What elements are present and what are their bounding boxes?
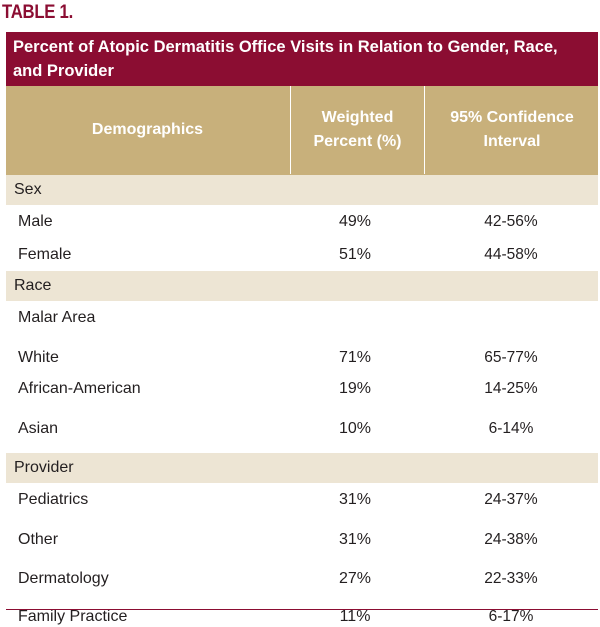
row-confidence-interval: 6-17% [488, 608, 534, 625]
table-title: Percent of Atopic Dermatitis Office Visi… [6, 32, 598, 86]
row-weighted-percent: 10% [338, 420, 372, 437]
row-weighted-percent: 31% [338, 491, 372, 508]
row-weighted-percent: 11% [339, 608, 371, 625]
column-header-demographics: Demographics [91, 121, 204, 138]
row-confidence-interval: 6-14% [488, 420, 534, 437]
row-weighted-percent: 27% [338, 570, 372, 587]
row-confidence-interval: 44-58% [484, 246, 538, 263]
column-header-weighted-percent-label: Weighted Percent (%) [313, 109, 402, 150]
table-header: Demographics Weighted Percent (%) 95% Co… [6, 86, 598, 176]
section-label-provider: Provider [14, 459, 74, 476]
column-header-weighted-percent: Weighted Percent (%) [290, 86, 424, 174]
row-weighted-percent: 19% [338, 380, 372, 397]
section-label-race: Race [14, 277, 52, 294]
row-weighted-percent: 71% [338, 349, 372, 366]
row-confidence-interval: 24-38% [484, 531, 538, 548]
section-label-sex: Sex [14, 181, 42, 198]
row-confidence-interval: 42-56% [484, 213, 538, 230]
column-header-confidence-interval-label: 95% Confidence Interval [450, 109, 574, 150]
row-label: Male [18, 213, 53, 230]
row-label: White [18, 349, 59, 366]
row-label: Family Practice [18, 608, 128, 625]
row-confidence-interval: 22-33% [484, 570, 538, 587]
column-header-confidence-interval: 95% Confidence Interval [424, 86, 599, 174]
row-weighted-percent: 51% [338, 246, 372, 263]
row-weighted-percent: 49% [338, 213, 372, 230]
table-label: TABLE 1. [2, 2, 73, 23]
row-label: Malar Area [18, 309, 96, 326]
row-confidence-interval: 24-37% [484, 491, 538, 508]
section-row-race: Race [6, 271, 598, 301]
row-weighted-percent: 31% [338, 531, 372, 548]
table-bottom-rule [6, 609, 598, 610]
section-row-sex: Sex [6, 175, 598, 205]
section-row-provider: Provider [6, 453, 598, 483]
row-label: Other [18, 531, 59, 548]
row-label: Pediatrics [18, 491, 89, 508]
row-confidence-interval: 65-77% [484, 349, 538, 366]
row-label: Female [18, 246, 72, 263]
row-label: Dermatology [18, 570, 109, 587]
row-confidence-interval: 14-25% [484, 380, 538, 397]
row-label: African-American [18, 380, 141, 397]
row-label: Asian [18, 420, 59, 437]
data-table: Percent of Atopic Dermatitis Office Visi… [6, 32, 598, 625]
